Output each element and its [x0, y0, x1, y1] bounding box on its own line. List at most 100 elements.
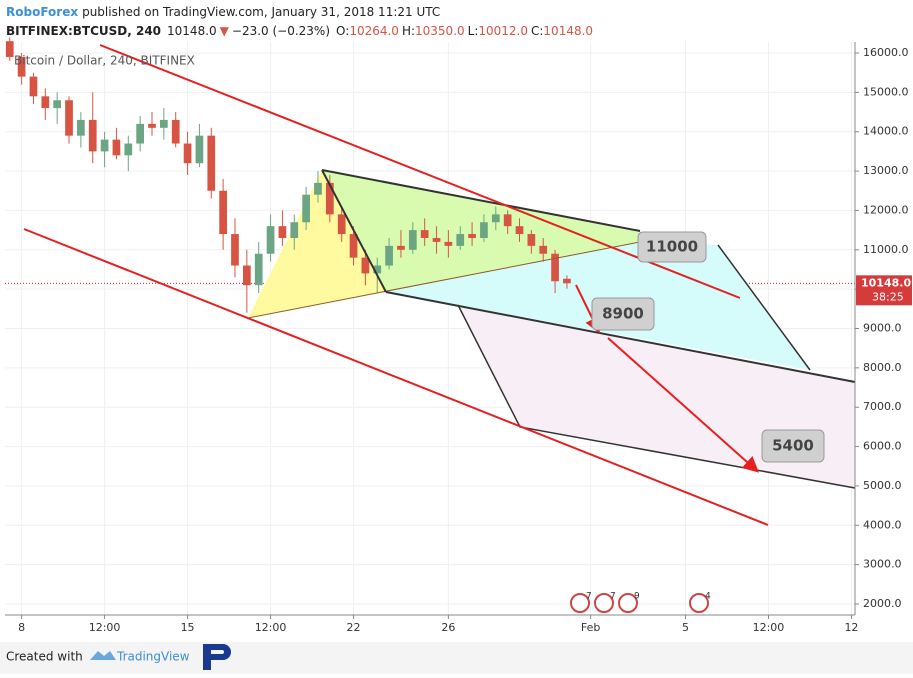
h-value: 10350.0 — [415, 24, 465, 38]
candle-body — [420, 230, 429, 238]
x-tick-label: 12 — [844, 621, 858, 634]
y-tick-label: 13000.0 — [863, 164, 909, 177]
change: −23.0 (−0.23%) — [232, 24, 330, 38]
candle-body — [480, 222, 488, 238]
quote-line: BITFINEX:BTCUSD, 240 10148.0 ▼ −23.0 (−0.23… — [6, 24, 593, 38]
candle-body — [41, 96, 50, 109]
event-marker — [594, 593, 614, 613]
c-label: C: — [531, 24, 543, 38]
y-tick-label: 6000.0 — [863, 440, 902, 453]
callout-text: 5400 — [772, 437, 814, 455]
candle-body — [266, 226, 275, 254]
axes: 2000.0 3000.0 4000.0 5000.0 6000.0 7000.0 8000… — [18, 46, 912, 634]
black-line — [321, 169, 641, 232]
candle-body — [136, 123, 144, 144]
callout-box — [761, 429, 825, 463]
candle-body — [195, 135, 204, 164]
x-tick-label: 15 — [181, 621, 195, 634]
countdown: 38:25 — [872, 290, 904, 303]
footer-bg — [0, 642, 913, 674]
candle-body — [278, 226, 287, 238]
x-tick-label: 12:00 — [89, 621, 121, 634]
candle-body — [29, 76, 38, 97]
candle-body — [551, 253, 559, 282]
x-tick-label: Feb — [581, 621, 600, 634]
arrow — [607, 337, 759, 473]
candle-body — [148, 123, 156, 128]
y-tick-label: 11000.0 — [863, 243, 909, 256]
y-tick-label: 16000.0 — [863, 46, 909, 59]
candle-body — [124, 143, 133, 156]
l-label: L: — [468, 24, 479, 38]
candle-body — [337, 214, 346, 235]
candle-body — [515, 226, 524, 235]
event-marker — [689, 593, 709, 613]
y-tick-label: 4000.0 — [863, 518, 902, 531]
y-tick-label: 7000.0 — [863, 400, 902, 413]
candle-body — [444, 241, 453, 246]
price-box — [856, 275, 912, 306]
red-trend-line — [23, 228, 769, 526]
candle-body — [468, 234, 476, 238]
pink-region — [458, 305, 855, 488]
y-tick-label: 14000.0 — [863, 125, 909, 138]
candle-body — [77, 119, 85, 136]
tv-logo — [90, 651, 116, 660]
event-count: 7 — [610, 592, 616, 602]
y-tick-label: 2000.0 — [863, 597, 902, 610]
arrow: ▼ — [220, 24, 230, 38]
l-value: 10012.0 — [478, 24, 528, 38]
candle-body — [231, 234, 239, 266]
subtitle: Bitcoin / Dollar, 240, BITFINEX — [14, 54, 195, 68]
event-marker — [618, 593, 638, 613]
y-tick-label: 5000.0 — [863, 479, 902, 492]
y-tick-label: 3000.0 — [863, 558, 902, 571]
x-tick-label: 5 — [682, 621, 689, 634]
candle-body — [373, 265, 382, 274]
candle-body — [314, 182, 322, 195]
o-value: 10264.0 — [349, 24, 399, 38]
candle-body — [183, 143, 192, 164]
o-label: O: — [336, 24, 349, 38]
candles — [5, 37, 571, 313]
symbol: BITFINEX:BTCUSD, 240 — [6, 24, 161, 38]
candle-body — [17, 56, 26, 77]
candle-body — [171, 119, 180, 144]
candle-body — [491, 214, 500, 223]
candle-body — [53, 100, 62, 109]
callout-box — [591, 297, 655, 331]
x-tick-label: 26 — [441, 621, 455, 634]
header-line: RoboForex published on TradingView.com, J… — [6, 5, 440, 19]
created-with: Created with — [6, 650, 83, 664]
black-line — [717, 244, 811, 371]
candle-body — [563, 278, 571, 284]
price-label: 10148.0 — [861, 276, 911, 289]
candle-body — [88, 119, 97, 152]
yellow-triangle — [248, 170, 386, 318]
candle-body — [254, 253, 263, 286]
h-label: H: — [402, 24, 415, 38]
black-line — [321, 169, 387, 293]
y-tick-label: 12000.0 — [863, 203, 909, 216]
callout-text: 11000 — [646, 238, 698, 256]
x-tick-label: 12:00 — [753, 621, 785, 634]
y-tick-label: 9000.0 — [863, 322, 902, 335]
red-trend-line — [99, 44, 741, 299]
last: 10148.0 — [167, 24, 217, 38]
candle-body — [242, 265, 251, 286]
candle-body — [302, 194, 310, 223]
candle-body — [385, 245, 393, 266]
roboforex-logo — [203, 644, 231, 670]
candle-body — [408, 230, 417, 250]
candle-body — [325, 182, 334, 215]
event-count: 4 — [705, 592, 711, 602]
candle-body — [397, 245, 405, 250]
candle-body — [503, 214, 512, 227]
candle-body — [100, 139, 109, 152]
callout-box — [637, 231, 707, 263]
candle-body — [290, 222, 299, 238]
brand: TradingView — [116, 650, 190, 664]
